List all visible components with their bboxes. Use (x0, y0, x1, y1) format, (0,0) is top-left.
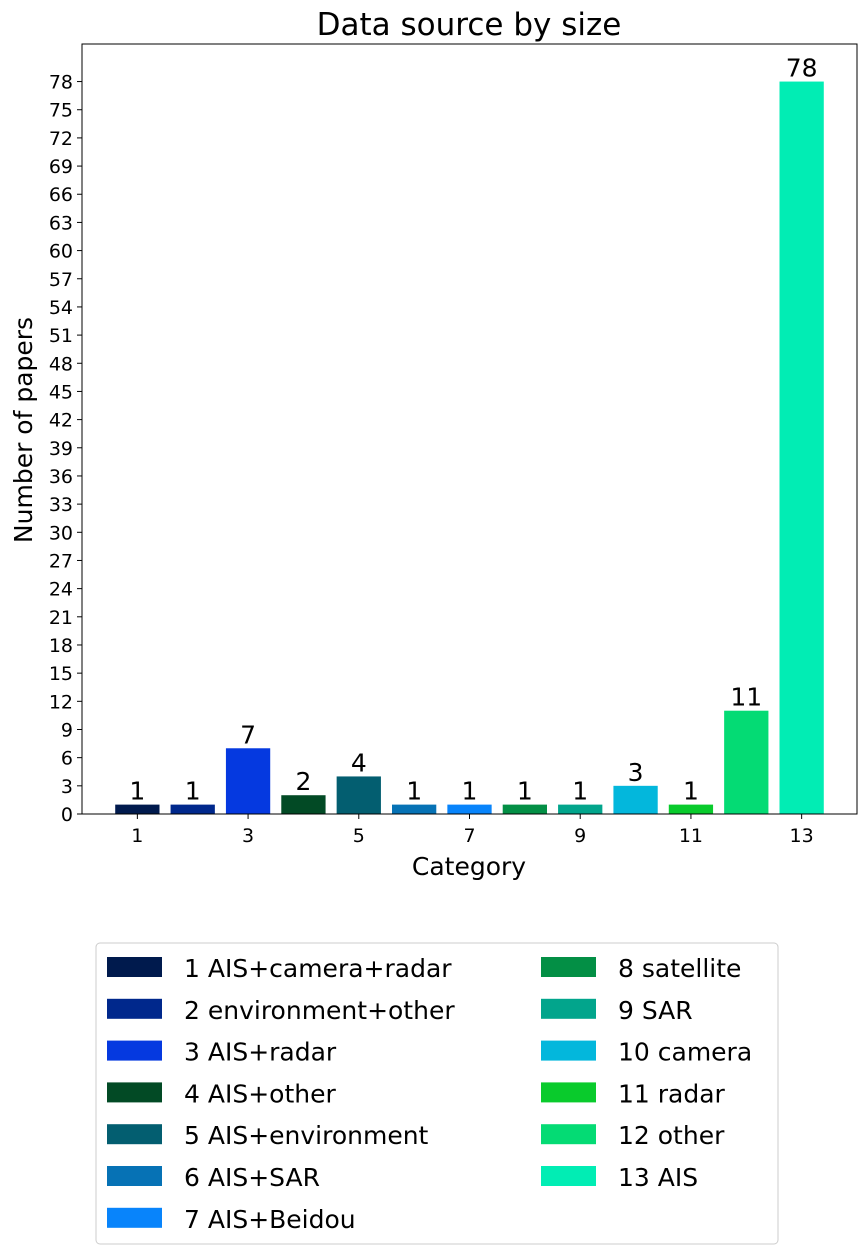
bar-value-label-5: 4 (351, 748, 367, 777)
chart-title: Data source by size (317, 7, 622, 43)
y-tick-label: 42 (49, 410, 73, 432)
y-tick-label: 0 (61, 804, 73, 826)
x-tick-label: 11 (679, 825, 703, 847)
y-tick-label: 21 (49, 607, 73, 629)
legend-label-5: 5 AIS+environment (184, 1121, 429, 1150)
legend-swatch-7 (107, 1207, 162, 1228)
legend-swatch-2 (107, 998, 162, 1019)
y-tick-label: 24 (49, 579, 73, 601)
y-tick-label: 78 (49, 72, 73, 94)
bar-6 (392, 804, 437, 814)
y-tick-label: 51 (49, 325, 73, 347)
bar-3 (225, 748, 271, 814)
y-tick-label: 9 (61, 719, 73, 741)
bar-7 (447, 804, 492, 814)
bar-9 (558, 804, 603, 814)
legend-box (95, 942, 779, 1245)
bar-value-label-8: 1 (517, 777, 533, 806)
y-tick-label: 63 (49, 212, 73, 234)
legend-label-12: 12 other (618, 1121, 725, 1150)
legend-swatch-13 (541, 1166, 596, 1186)
legend-swatch-6 (107, 1166, 162, 1186)
bar-value-label-12: 11 (730, 683, 762, 712)
legend-label-8: 8 satellite (618, 954, 741, 983)
y-tick-label: 66 (49, 184, 73, 206)
y-tick-label: 27 (49, 550, 73, 572)
legend-label-9: 9 SAR (618, 996, 693, 1025)
bar-value-label-1: 1 (129, 777, 145, 806)
y-tick-label: 54 (49, 297, 73, 319)
x-tick-label: 3 (242, 825, 254, 847)
bar-8 (502, 804, 547, 814)
bar-value-label-10: 3 (628, 758, 644, 787)
x-tick-label: 1 (131, 825, 143, 847)
y-tick-label: 12 (49, 691, 73, 713)
bar-2 (170, 804, 215, 814)
legend-swatch-4 (107, 1082, 162, 1103)
legend-swatch-1 (107, 957, 162, 977)
y-tick-label: 3 (61, 776, 73, 798)
x-tick-label: 9 (574, 825, 586, 847)
bar-4 (281, 795, 326, 814)
legend-swatch-11 (541, 1082, 596, 1103)
y-tick-label: 15 (49, 663, 73, 685)
bar-value-label-13: 78 (786, 54, 818, 83)
y-tick-label: 60 (49, 241, 73, 263)
y-tick-label: 57 (49, 269, 73, 291)
legend-label-3: 3 AIS+radar (184, 1038, 337, 1067)
bar-10 (613, 785, 658, 814)
legend-label-10: 10 camera (618, 1038, 752, 1067)
y-tick-label: 75 (49, 100, 73, 122)
legend-swatch-12 (541, 1124, 596, 1145)
bar-value-label-7: 1 (462, 777, 478, 806)
y-axis-label: Number of papers (9, 317, 38, 543)
legend-swatch-10 (541, 1040, 596, 1061)
bar-13 (779, 81, 824, 814)
legend-label-6: 6 AIS+SAR (184, 1163, 320, 1192)
x-tick-label: 7 (463, 825, 475, 847)
x-tick-label: 13 (790, 825, 814, 847)
legend-swatch-9 (541, 998, 596, 1019)
bar-11 (668, 804, 714, 814)
y-tick-label: 33 (49, 494, 73, 516)
y-tick-label: 69 (49, 156, 73, 178)
legend-swatch-8 (541, 957, 596, 977)
x-tick-label: 5 (353, 825, 365, 847)
y-tick-label: 18 (49, 635, 73, 657)
x-axis-label: Category (412, 852, 526, 881)
bar-value-label-9: 1 (572, 777, 588, 806)
legend-swatch-3 (107, 1040, 162, 1061)
legend-swatch-5 (107, 1124, 162, 1145)
legend-label-1: 1 AIS+camera+radar (184, 954, 452, 983)
bar-value-label-11: 1 (683, 777, 699, 806)
y-tick-label: 39 (49, 438, 73, 460)
legend: 1 AIS+camera+radar 2 environment+other 3 A… (95, 942, 779, 1245)
legend-label-2: 2 environment+other (184, 996, 455, 1025)
bar-5 (336, 776, 381, 814)
legend-label-11: 11 radar (618, 1079, 726, 1108)
bar-value-label-4: 2 (295, 767, 311, 796)
legend-label-13: 13 AIS (618, 1163, 698, 1192)
y-tick-label: 72 (49, 128, 73, 150)
bar-value-label-6: 1 (406, 777, 422, 806)
legend-label-4: 4 AIS+other (184, 1079, 336, 1108)
y-tick-label: 30 (49, 522, 73, 544)
y-tick-label: 48 (49, 353, 73, 375)
bar-12 (724, 710, 769, 814)
bar-1 (115, 804, 160, 814)
y-tick-label: 6 (61, 748, 73, 770)
y-tick-label: 45 (49, 381, 73, 403)
bar-value-label-2: 1 (185, 777, 201, 806)
bar-value-label-3: 7 (240, 720, 256, 749)
y-tick-label: 36 (49, 466, 73, 488)
legend-label-7: 7 AIS+Beidou (184, 1205, 356, 1234)
